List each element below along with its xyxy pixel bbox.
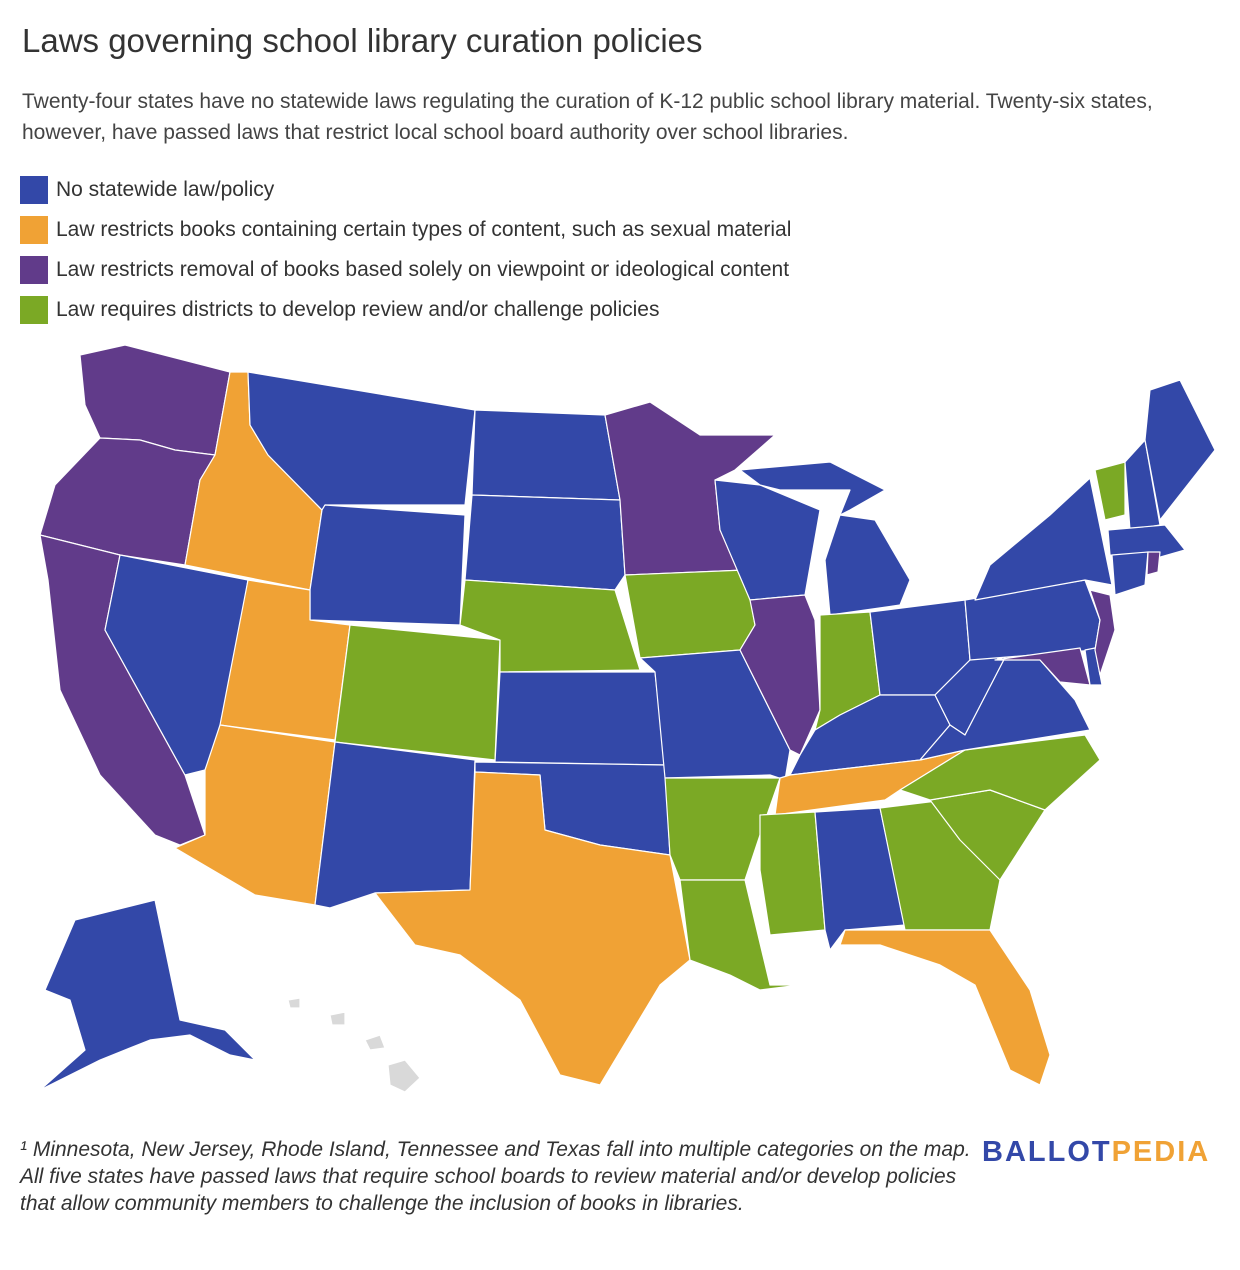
- legend-label: Law restricts books containing certain t…: [56, 218, 792, 241]
- legend-label: No statewide law/policy: [56, 178, 275, 201]
- state-MI-lower[interactable]: [824, 514, 911, 616]
- state-NY[interactable]: [974, 477, 1113, 601]
- state-HI-island-2: [364, 1034, 386, 1051]
- legend-label: Law requires districts to develop review…: [56, 298, 660, 321]
- state-FL[interactable]: [839, 929, 1051, 1086]
- state-VT[interactable]: [1094, 461, 1126, 521]
- legend-item-content: Law restricts books containing certain t…: [20, 210, 791, 250]
- state-IA[interactable]: [624, 569, 756, 659]
- state-NM[interactable]: [314, 741, 476, 909]
- state-DE[interactable]: [1084, 647, 1103, 686]
- state-MD[interactable]: [994, 647, 1091, 686]
- state-TX[interactable]: [374, 771, 691, 1086]
- state-WY[interactable]: [309, 504, 466, 626]
- state-CT[interactable]: [1111, 551, 1149, 596]
- state-KS[interactable]: [494, 671, 666, 766]
- state-MA[interactable]: [1107, 524, 1186, 561]
- state-NC[interactable]: [899, 734, 1101, 811]
- state-HI: [387, 1059, 421, 1093]
- state-HI-island-3: [329, 1011, 346, 1026]
- logo-part-1: BALLOT: [982, 1136, 1112, 1168]
- state-HI-island-4: [287, 997, 301, 1009]
- state-RI[interactable]: [1146, 551, 1161, 576]
- state-NJ[interactable]: [1089, 589, 1116, 676]
- logo-part-2: PEDIA: [1111, 1136, 1211, 1168]
- state-AK[interactable]: [39, 899, 256, 1091]
- legend-swatch-content: [20, 216, 48, 244]
- state-SD[interactable]: [464, 494, 626, 591]
- page-title: Laws governing school library curation p…: [22, 22, 703, 59]
- legend-swatch-viewpoint: [20, 256, 48, 284]
- state-ME[interactable]: [1144, 379, 1216, 521]
- state-MS[interactable]: [759, 811, 826, 936]
- legend-label: Law restricts removal of books based sol…: [56, 258, 790, 281]
- legend: No statewide law/policy Law restricts bo…: [20, 170, 791, 330]
- legend-item-review: Law requires districts to develop review…: [20, 290, 791, 330]
- ballotpedia-logo[interactable]: BALLOTPEDIA: [982, 1136, 1210, 1169]
- legend-swatch-review: [20, 296, 48, 324]
- state-CO[interactable]: [334, 624, 501, 761]
- legend-swatch-no-law: [20, 176, 48, 204]
- state-LA[interactable]: [679, 879, 801, 991]
- page-subtitle: Twenty-four states have no statewide law…: [22, 90, 1153, 144]
- legend-item-no-law: No statewide law/policy: [20, 170, 791, 210]
- footnote: ¹ Minnesota, New Jersey, Rhode Island, T…: [20, 1138, 971, 1215]
- state-ND[interactable]: [471, 409, 621, 501]
- us-map: [39, 344, 1216, 1093]
- legend-item-viewpoint: Law restricts removal of books based sol…: [20, 250, 791, 290]
